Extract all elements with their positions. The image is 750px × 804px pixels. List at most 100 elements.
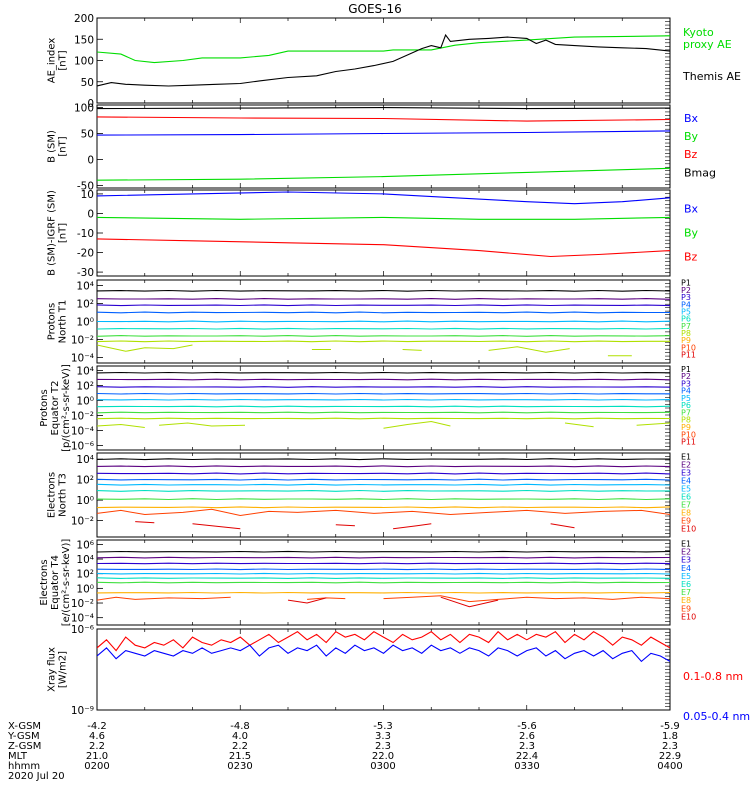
legend-bmag: Bmag xyxy=(684,166,716,179)
y-tick-label: 10² xyxy=(76,475,94,487)
series-p4 xyxy=(97,394,670,395)
y-tick-label: 10⁰ xyxy=(76,495,94,507)
series-p5 xyxy=(97,321,670,322)
series-e10 xyxy=(135,522,154,523)
y-tick-label: 10² xyxy=(76,381,94,393)
y-tick-label: 10⁰ xyxy=(76,317,94,329)
series-e7 xyxy=(97,499,670,500)
series-e10 xyxy=(551,524,575,528)
series-e6 xyxy=(97,491,670,492)
y-tick-label: 10⁴ xyxy=(76,280,94,292)
legend-0-1-0-8-nm: 0.1-0.8 nm xyxy=(683,670,743,683)
series-e6 xyxy=(97,578,670,579)
series-e10 xyxy=(393,524,431,529)
y-tick-label: 10⁻⁴ xyxy=(71,613,94,625)
series-p8 xyxy=(97,341,670,342)
y-axis-label: Protons xyxy=(47,303,58,340)
y-tick-label: 10⁻⁶ xyxy=(71,441,94,453)
series-p8 xyxy=(97,418,670,419)
panel-data-eeq xyxy=(97,551,670,606)
series-e3 xyxy=(97,563,670,564)
y-tick-label: 10⁻⁶ xyxy=(71,624,94,636)
series-p9 xyxy=(403,350,422,351)
series-p9 xyxy=(384,422,451,429)
series-e8 xyxy=(97,507,670,508)
series-by xyxy=(97,168,670,180)
y-tick-label: -10 xyxy=(77,228,94,240)
y-axis-label: North T3 xyxy=(58,473,69,517)
footer-value: 0400 xyxy=(657,761,682,772)
series-0-1-0-8-nm xyxy=(97,632,670,651)
legend-e10: E10 xyxy=(681,612,696,621)
series-p4 xyxy=(97,312,670,313)
y-tick-label: 200 xyxy=(74,13,94,25)
series-e1 xyxy=(97,551,670,552)
y-tick-label: 10⁻⁴ xyxy=(71,426,94,438)
y-tick-label: 0 xyxy=(87,154,94,166)
y-axis-label: Xray flux xyxy=(47,647,58,692)
series-e4 xyxy=(97,479,670,480)
y-axis-label: [nT] xyxy=(58,223,69,243)
footer-value: 0200 xyxy=(84,761,109,772)
panel-data-bigrf xyxy=(97,192,670,257)
y-axis-label: [W/m2] xyxy=(58,651,69,688)
y-tick-label: 10⁻⁴ xyxy=(71,353,94,365)
y-axis-label: [nT] xyxy=(58,136,69,156)
y-tick-label: 10² xyxy=(76,569,94,581)
y-tick-label: 10⁻² xyxy=(71,335,94,347)
series-p9 xyxy=(159,423,245,426)
series-p9 xyxy=(637,423,670,425)
series-e9 xyxy=(97,597,231,600)
legend-proxy-ae: proxy AE xyxy=(683,38,732,51)
y-tick-label: -30 xyxy=(77,267,94,279)
panel-data-ae xyxy=(97,35,670,86)
series-p1 xyxy=(97,373,670,374)
series-e4 xyxy=(97,569,670,570)
series-e3 xyxy=(97,473,670,474)
y-axis-label: [nT] xyxy=(58,50,69,70)
panel-data-peq xyxy=(97,373,670,429)
panel-data-enorth xyxy=(97,459,670,529)
series-p2 xyxy=(97,379,670,380)
y-tick-label: 10⁻² xyxy=(71,598,94,610)
legend-by: By xyxy=(684,130,699,143)
series-p3 xyxy=(97,305,670,306)
series-bz xyxy=(97,117,670,121)
y-axis-label: Electrons xyxy=(47,472,58,518)
series-p7 xyxy=(97,412,670,413)
series-e8 xyxy=(97,593,670,594)
legend-0-05-0-4-nm: 0.05-0.4 nm xyxy=(683,710,750,723)
y-tick-label: 10⁴ xyxy=(76,366,94,378)
series-e9 xyxy=(97,509,670,515)
series-p6 xyxy=(97,406,670,407)
series-p9 xyxy=(97,425,145,428)
legend-bx: Bx xyxy=(684,203,699,216)
y-axis-label: Equator T4 xyxy=(50,555,61,610)
y-axis-label: B (SM) xyxy=(47,130,58,163)
panel-data-bsm xyxy=(97,108,670,181)
y-tick-label: 10⁴ xyxy=(76,554,94,566)
series-e5 xyxy=(97,573,670,574)
series-bx xyxy=(97,192,670,204)
series-e9 xyxy=(384,596,671,602)
footer-value: 0230 xyxy=(227,761,252,772)
series-p9 xyxy=(565,423,594,427)
y-tick-label: 10⁴ xyxy=(76,454,94,466)
legend-bz: Bz xyxy=(684,148,698,161)
series-p9 xyxy=(97,345,193,351)
legend-p11: P11 xyxy=(681,438,696,447)
legend-p11: P11 xyxy=(681,351,696,360)
y-tick-label: 10² xyxy=(76,298,94,310)
y-tick-label: 50 xyxy=(81,129,94,141)
series-p2 xyxy=(97,299,670,300)
y-tick-label: 10⁰ xyxy=(76,583,94,595)
legend-bx: Bx xyxy=(684,112,699,125)
series-e2 xyxy=(97,466,670,467)
